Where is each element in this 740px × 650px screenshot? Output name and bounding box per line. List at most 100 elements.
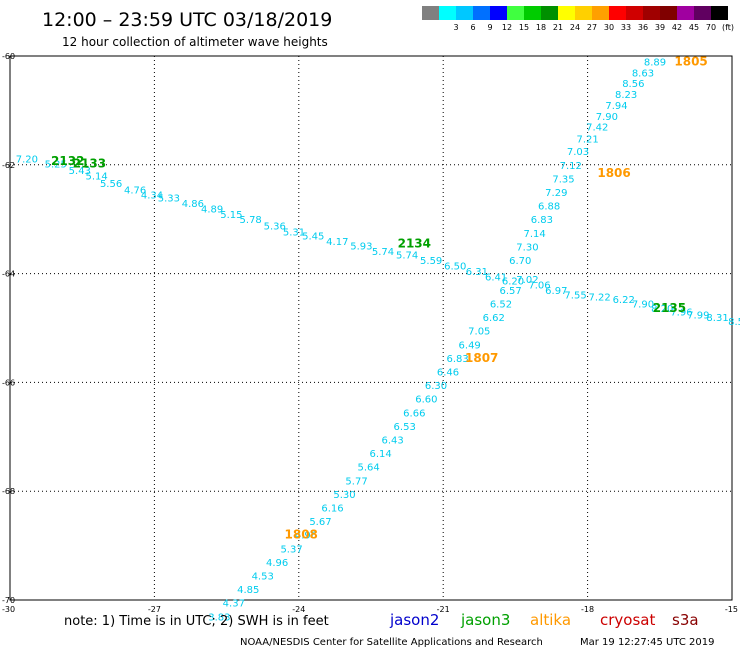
units-note: note: 1) Time is in UTC; 2) SWH is in fe… [64, 614, 329, 629]
swh-point: 5.93 [350, 241, 372, 252]
swh-point: 8.56 [622, 79, 644, 90]
mission-label-jason3: jason3 [460, 611, 510, 629]
legend-tick-label: 3 [453, 23, 458, 32]
series-jason3: 7.20 5.255.435.145.564.764.345.33 4.864.89… [16, 154, 740, 328]
legend-unit: (ft) [722, 23, 734, 32]
swh-point: 7.99 [687, 310, 709, 321]
swh-point: 7.90 [596, 112, 618, 123]
swh-point: 8.54 [728, 317, 740, 328]
swh-point: 7.90 [632, 300, 654, 311]
swh-point: 4.96 [295, 531, 317, 542]
mission-label-cryosat: cryosat [600, 611, 655, 629]
legend-swatch [490, 6, 507, 20]
swh-point: 6.22 [613, 295, 635, 306]
legend-tick-label: 39 [655, 23, 665, 32]
swh-point: 5.14 [86, 172, 108, 183]
swh-point: 6.50 [444, 261, 466, 272]
pass-number-label: 2135 [653, 301, 686, 315]
swh-point: 8.23 [615, 90, 637, 101]
legend-tick-label: 15 [519, 23, 529, 32]
swh-point: 6.57 [499, 286, 521, 297]
pass-number-label: 1806 [597, 166, 630, 180]
swh-point: 5.31 [283, 228, 305, 239]
swh-point: 8.20 [651, 304, 673, 315]
swh-point: 5.74 [396, 251, 418, 262]
swh-point: 6.83 [447, 354, 469, 365]
series-altika: 8.898.638.568.237.947.907.427.217.037.12… [208, 54, 708, 623]
x-tick-label: -24 [292, 605, 305, 614]
swh-point: 5.37 [280, 544, 302, 555]
legend-swatch [575, 6, 592, 20]
swh-point: 5.59 [420, 256, 442, 267]
y-tick-label: -68 [2, 487, 15, 496]
swh-point: 5.33 [158, 193, 180, 204]
swh-point: 7.12 [560, 161, 582, 172]
swh-point: 8.31 [706, 313, 728, 324]
pass-number-label: 1805 [674, 54, 707, 68]
legend-swatch [711, 6, 728, 20]
legend-tick-label: 6 [470, 23, 475, 32]
x-tick-label: -27 [148, 605, 161, 614]
y-tick-label: -70 [2, 596, 15, 605]
swh-point: 5.43 [69, 166, 91, 177]
color-legend: 3 6 9 12 15 18 21 24 27 30 33 36 39 42 45 70 (ft) [422, 6, 734, 32]
legend-tick-label: 21 [553, 23, 563, 32]
legend-swatch [643, 6, 660, 20]
swh-point: 5.30 [333, 490, 355, 501]
legend-swatch [677, 6, 694, 20]
swh-point: 7.29 [545, 188, 567, 199]
swh-point: 5.64 [357, 463, 379, 474]
swh-point: 6.41 [485, 272, 507, 283]
y-tick-label: -64 [2, 270, 15, 279]
legend-swatch [507, 6, 524, 20]
pass-number-label: 2133 [73, 157, 106, 171]
legend-tick-label: 12 [502, 23, 512, 32]
chart-title: 12:00 – 23:59 UTC 03/18/2019 [42, 9, 332, 31]
swh-point: 7.94 [605, 101, 627, 112]
y-tick-label: -66 [2, 378, 15, 387]
swh-point: 5.77 [345, 476, 367, 487]
swh-point: 7.55 [564, 290, 586, 301]
swh-point: 7.30 [516, 242, 538, 253]
pass-number-label: 2134 [398, 237, 431, 251]
swh-point: 7.42 [586, 123, 608, 134]
pass-number-label: 1808 [285, 528, 318, 542]
swh-point: 4.53 [252, 572, 274, 583]
swh-point: 7.06 [528, 280, 550, 291]
swh-point: 5.56 [100, 179, 122, 190]
swh-point: 8.63 [632, 68, 654, 79]
pass-number-label: 2132 [51, 154, 84, 168]
legend-swatch [456, 6, 473, 20]
swh-point: 7.03 [567, 147, 589, 158]
swh-point: 6.53 [394, 422, 416, 433]
swh-point: 6.62 [483, 313, 505, 324]
swh-point: 6.20 [502, 277, 524, 288]
legend-tick-label: 9 [487, 23, 492, 32]
legend-swatch [592, 6, 609, 20]
legend-swatch [541, 6, 558, 20]
legend-tick-label: 33 [621, 23, 631, 32]
legend-tick-label: 30 [604, 23, 614, 32]
swh-point: 6.97 [545, 286, 567, 297]
swh-point: 7.14 [524, 229, 546, 240]
legend-swatch [626, 6, 643, 20]
swh-point: 6.43 [382, 436, 404, 447]
swh-point: 6.52 [490, 300, 512, 311]
swh-point: 7.05 [468, 327, 490, 338]
swh-point: 3.83 [208, 612, 230, 623]
swh-point: 6.60 [415, 395, 437, 406]
swh-point: 4.34 [141, 191, 163, 202]
swh-point: 5.15 [220, 210, 242, 221]
swh-point: 6.66 [403, 408, 425, 419]
legend-tick-label: 45 [689, 23, 699, 32]
swh-point: 6.31 [466, 267, 488, 278]
swh-point: 6.46 [437, 368, 459, 379]
legend-tick-label: 27 [587, 23, 597, 32]
y-tick-label: -60 [2, 52, 15, 61]
chart-subtitle: 12 hour collection of altimeter wave hei… [62, 35, 328, 49]
swh-point: 7.20 [16, 154, 38, 165]
swh-point: 5.36 [264, 222, 286, 233]
footer-credit: NOAA/NESDIS Center for Satellite Applica… [240, 637, 543, 648]
legend-swatch [558, 6, 575, 20]
swh-point: 5.67 [309, 517, 331, 528]
